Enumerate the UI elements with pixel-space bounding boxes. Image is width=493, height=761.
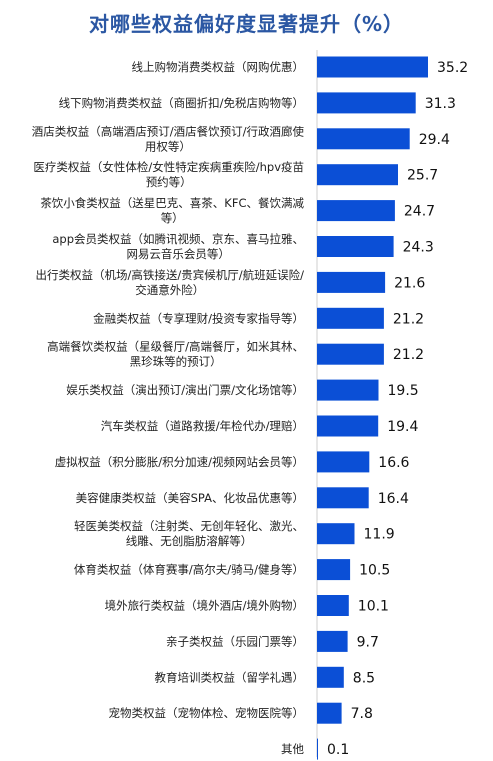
category-label: 网易云音乐会员等）	[126, 247, 230, 261]
bar	[317, 164, 398, 186]
bar-value-label: 21.6	[394, 275, 425, 291]
bar	[317, 451, 370, 473]
bar	[317, 128, 410, 150]
category-label: 线上购物消费类权益（网购优惠）	[132, 60, 305, 74]
bar	[317, 307, 384, 329]
bar-value-label: 11.9	[364, 527, 395, 543]
category-label: 线下购物消费类权益（商圈折扣/免税店购物等）	[59, 96, 304, 110]
bar	[317, 271, 386, 293]
bar-value-label: 29.4	[419, 132, 450, 148]
category-label: 茶饮小食类权益（送星巴克、喜茶、KFC、餐饮满减	[40, 196, 304, 210]
bar-value-label: 16.6	[378, 455, 409, 471]
bar-value-label: 9.7	[357, 634, 379, 650]
bar-value-label: 24.3	[403, 240, 434, 256]
bar	[317, 92, 416, 114]
bar	[317, 487, 369, 509]
bar	[317, 523, 355, 545]
bar-value-label: 31.3	[425, 96, 456, 112]
bar	[317, 343, 384, 365]
bar-value-label: 19.5	[388, 383, 419, 399]
category-label: 用权等）	[145, 139, 191, 153]
category-label: 酒店类权益（高端酒店预订/酒店餐饮预订/行政酒廊使	[32, 124, 305, 138]
category-label: 线雕、无创脂肪溶解等）	[126, 534, 253, 548]
bar-value-label: 10.1	[358, 599, 389, 615]
category-label: 医疗类权益（女性体检/女性特定疾病重疾险/hpv疫苗	[33, 160, 304, 174]
category-label: app会员类权益（如腾讯视频、京东、喜马拉雅、	[52, 232, 304, 246]
bar	[317, 415, 379, 437]
category-label: 交通意外险）	[135, 283, 204, 297]
bar-value-label: 24.7	[404, 204, 435, 220]
bar	[317, 200, 395, 222]
bar	[317, 595, 349, 616]
category-label: 美容健康类权益（美容SPA、化妆品优惠等）	[76, 491, 304, 505]
chart-title: 对哪些权益偏好度显著提升（%）	[88, 12, 405, 36]
category-label: 出行类权益（机场/高铁接送/贵宾候机厅/航班延误险/	[36, 268, 305, 282]
category-label: 虚拟权益（积分膨胀/积分加速/视频网站会员等）	[55, 455, 304, 469]
category-label: 体育类权益（体育赛事/高尔夫/骑马/健身等）	[74, 563, 304, 577]
bar-value-label: 21.2	[393, 311, 424, 327]
bar	[317, 702, 342, 724]
category-label: 娱乐类权益（演出预订/演出门票/文化场馆等）	[66, 383, 304, 397]
bar	[317, 666, 344, 688]
bar-value-label: 8.5	[353, 670, 375, 686]
bar	[317, 236, 394, 257]
bar-value-label: 21.2	[393, 347, 424, 363]
bar-value-label: 16.4	[378, 491, 409, 507]
category-label: 宠物类权益（宠物体检、宠物医院等）	[109, 706, 305, 720]
bar	[317, 56, 428, 78]
category-label: 其他	[281, 742, 304, 756]
category-label: 预约等）	[146, 175, 192, 189]
bar-value-label: 10.5	[359, 563, 390, 579]
bar-value-label: 25.7	[407, 168, 438, 184]
bar	[317, 630, 348, 652]
category-label: 等）	[161, 211, 184, 225]
bar	[317, 738, 318, 760]
category-label: 教育培训类权益（留学礼遇）	[155, 670, 305, 684]
bar-value-label: 19.4	[387, 419, 418, 435]
category-label: 汽车类权益（道路救援/年检代办/理赔）	[101, 419, 304, 433]
bar	[317, 559, 351, 581]
bar-value-label: 7.8	[351, 706, 373, 722]
category-label: 高端餐饮类权益（星级餐厅/高端餐厅，如米其林、	[47, 340, 304, 354]
bar	[317, 379, 379, 401]
category-label: 黑珍珠等的预订）	[130, 355, 222, 369]
category-label: 金融类权益（专享理财/投资专家指导等）	[93, 311, 304, 325]
category-label: 轻医美类权益（注射类、无创年轻化、激光、	[74, 519, 304, 533]
bar-value-label: 0.1	[327, 742, 349, 758]
bar-value-label: 35.2	[437, 60, 468, 76]
category-label: 亲子类权益（乐园门票等）	[166, 634, 304, 648]
category-label: 境外旅行类权益（境外酒店/境外购物）	[105, 599, 304, 613]
